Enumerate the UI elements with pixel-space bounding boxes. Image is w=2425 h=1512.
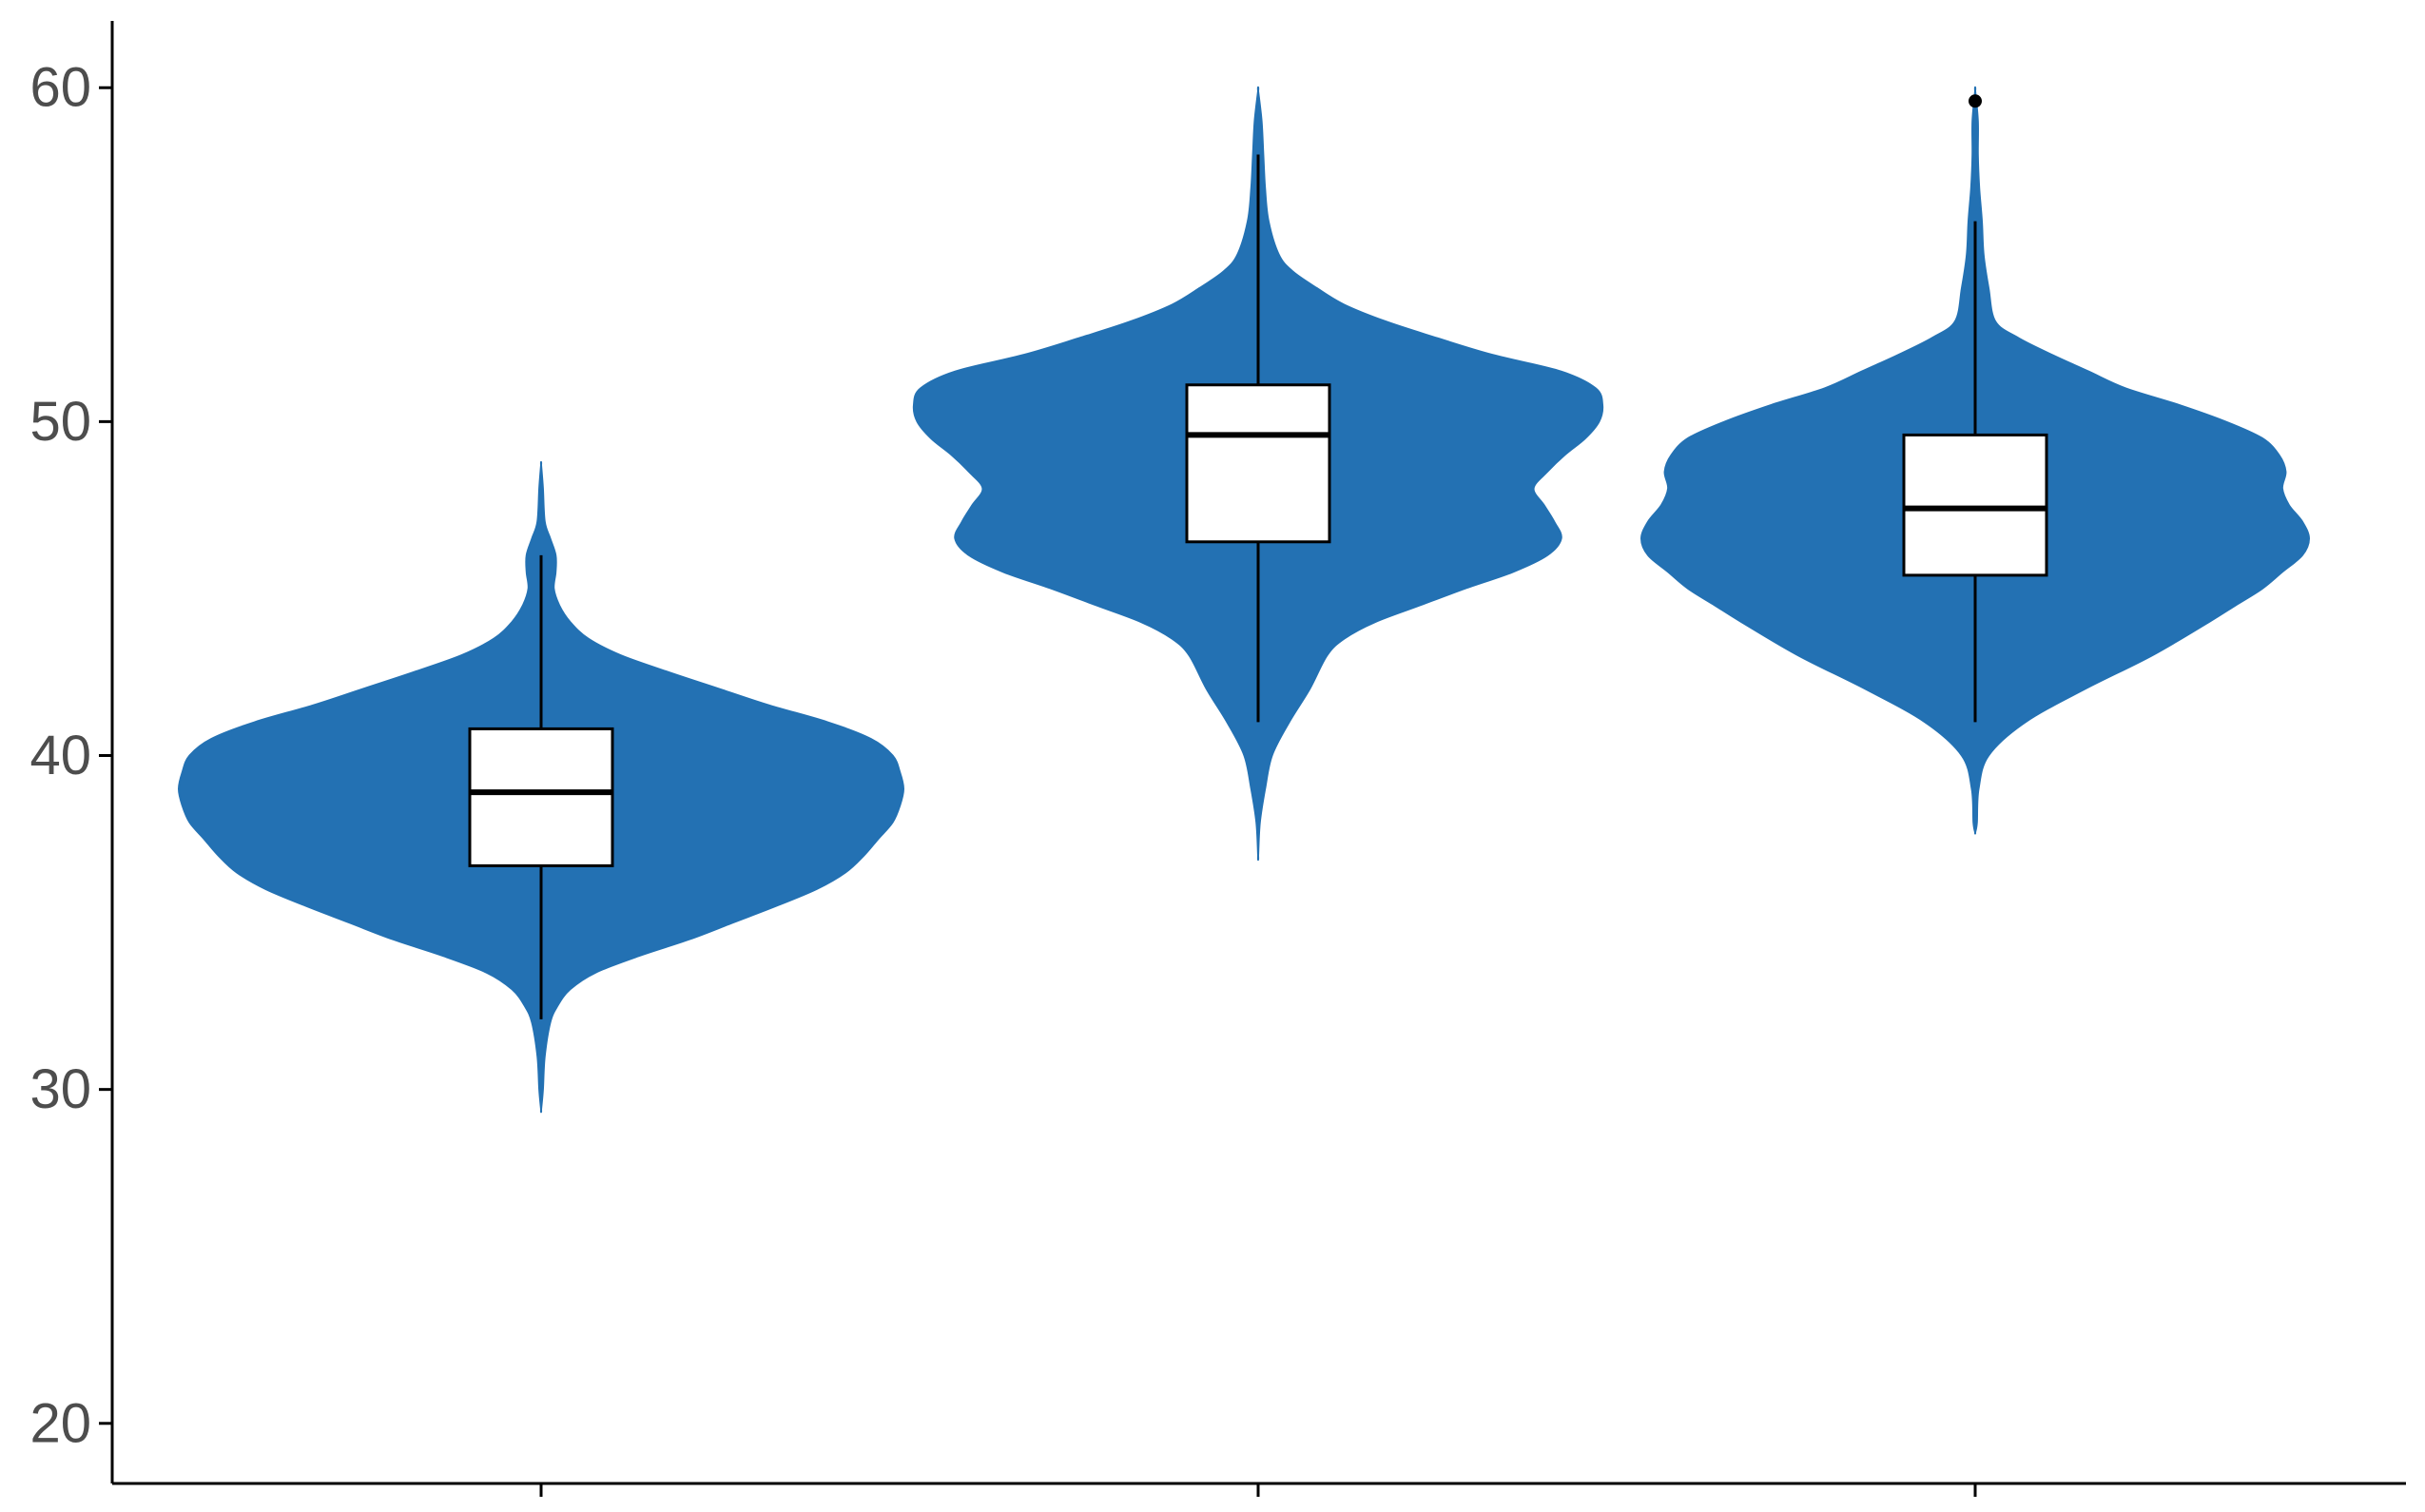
- box-3: [1902, 433, 2048, 577]
- outlier-point-3-1: [1969, 94, 1982, 108]
- y-tick-label-20: 20: [29, 1392, 91, 1454]
- y-tick-label-40: 40: [29, 725, 91, 786]
- boxplots-layer: [468, 94, 2048, 1019]
- violins-layer: [177, 86, 2311, 1114]
- y-ticks-layer: 20 30 40 50 60: [29, 57, 112, 1454]
- y-tick-label-60: 60: [29, 57, 91, 119]
- y-tick-label-30: 30: [29, 1058, 91, 1120]
- x-ticks-layer: [539, 1483, 1977, 1497]
- box-2: [1185, 383, 1331, 544]
- y-tick-label-50: 50: [29, 391, 91, 453]
- box-1: [468, 727, 614, 867]
